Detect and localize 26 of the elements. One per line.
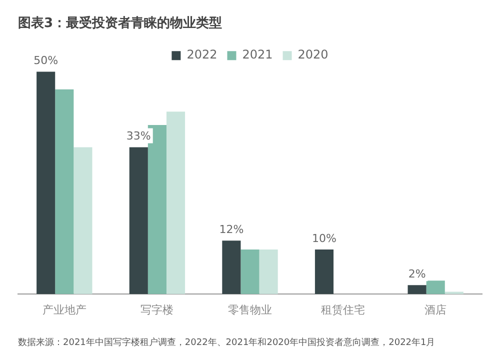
bar: [55, 89, 74, 294]
bar: [74, 147, 92, 294]
data-label: 50%: [34, 54, 58, 67]
bar: [129, 147, 148, 294]
chart-title: 图表3：最受投资者青睐的物业类型: [18, 15, 222, 32]
bar: [408, 285, 426, 294]
bar: [240, 250, 260, 294]
data-label: 12%: [219, 222, 244, 236]
bar: [36, 72, 56, 294]
legend-label: 2022: [186, 48, 218, 62]
bar: [222, 240, 241, 294]
bar: [314, 250, 334, 294]
data-label: 2%: [408, 267, 426, 280]
x-tick-label: 产业地产: [42, 303, 86, 316]
x-tick-label: 写字楼: [140, 303, 174, 316]
bar: [426, 280, 445, 294]
legend-label: 2020: [298, 48, 328, 62]
data-label: 10%: [312, 232, 336, 245]
bar: [259, 250, 278, 294]
x-tick-label: 酒店: [424, 303, 447, 316]
bar: [166, 112, 186, 294]
data-label: 33%: [126, 130, 151, 143]
x-tick-label: 租赁住宅: [320, 303, 365, 316]
legend-label: 2021: [242, 48, 273, 62]
x-tick-label: 零售物业: [228, 303, 272, 316]
source-note: 数据来源：2021年中国写字楼租户调查，2022年、2021年和2020年中国投资者意向调查，2022年1月: [18, 336, 436, 348]
